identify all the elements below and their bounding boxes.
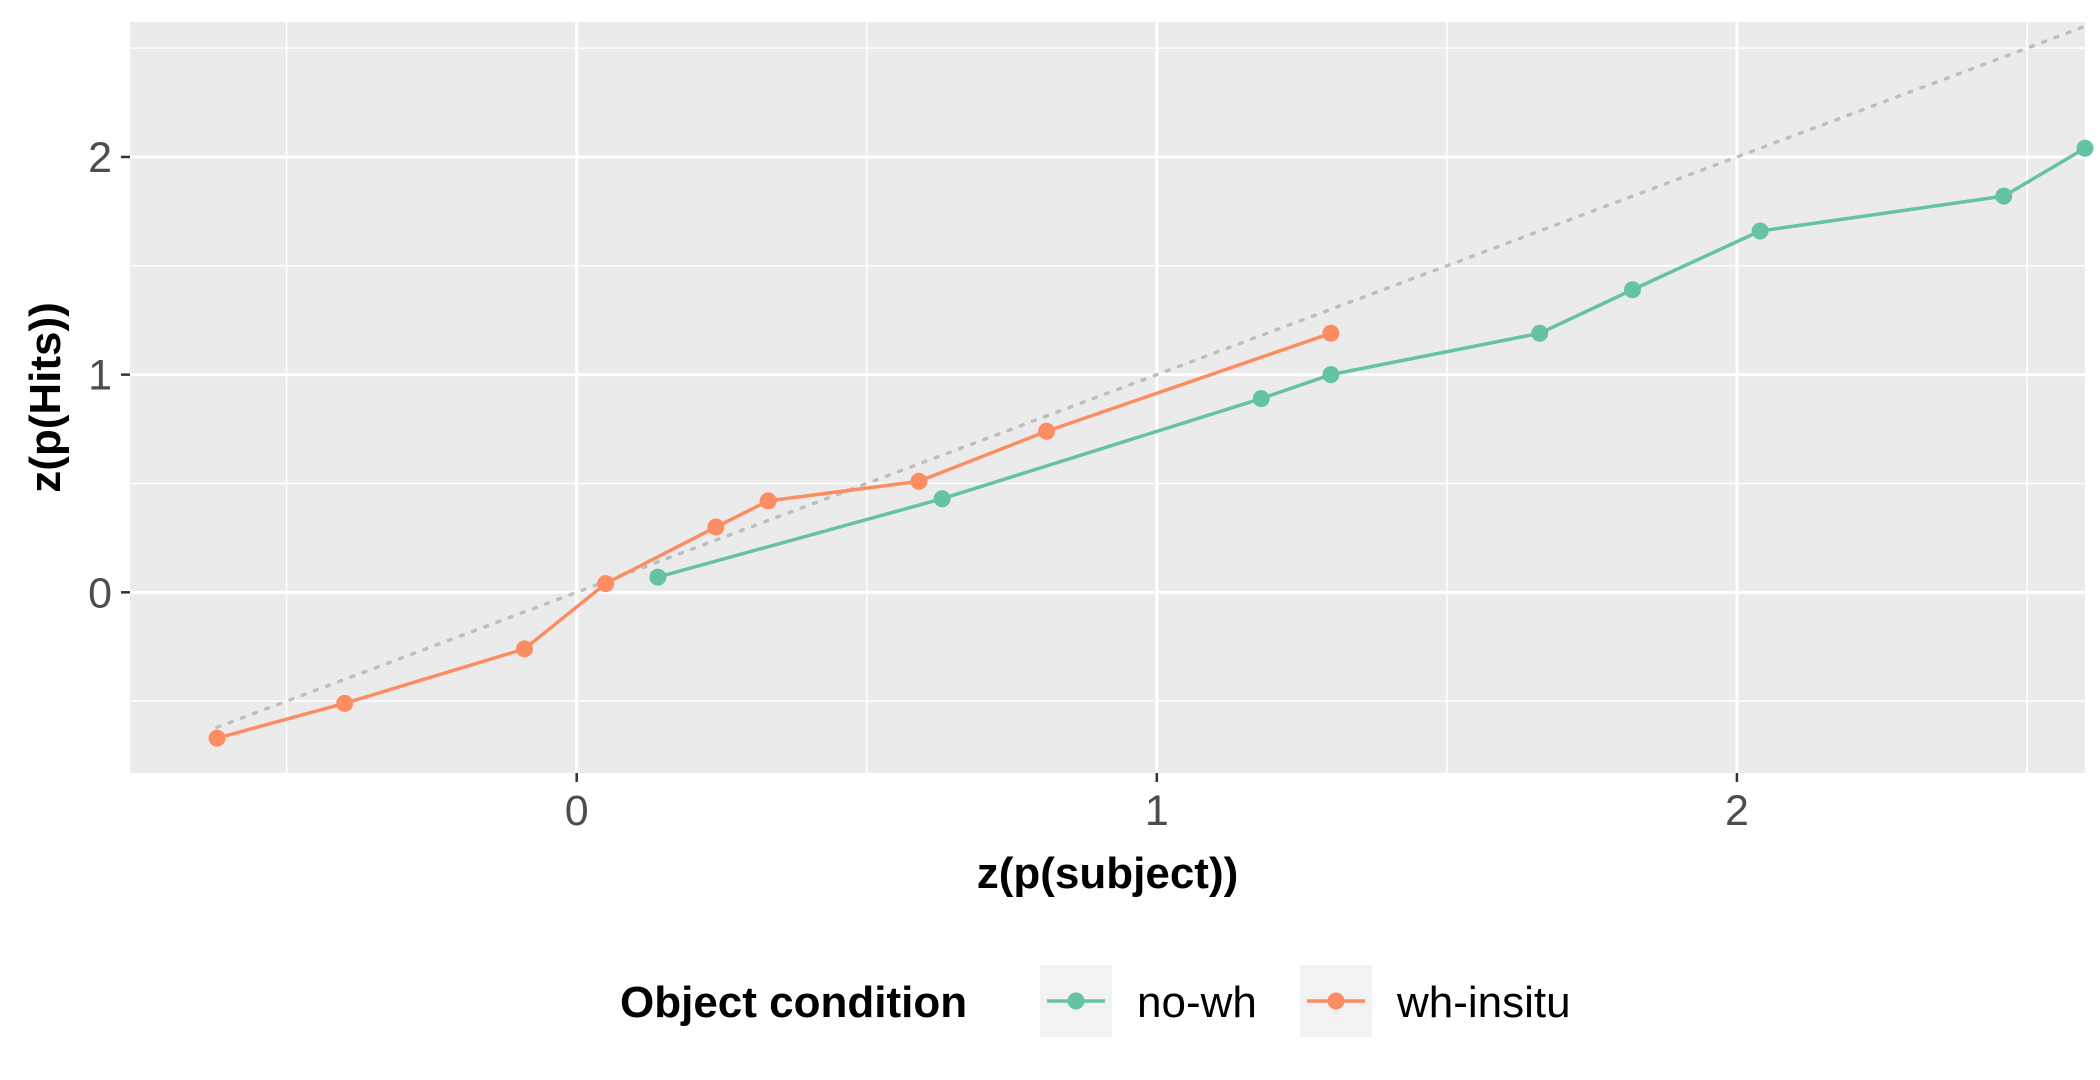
y-tick-label: 2 [88, 134, 112, 182]
data-point-wh-insitu [910, 472, 928, 490]
legend-item-no-wh: no-wh [1040, 965, 1257, 1037]
data-point-wh-insitu [336, 694, 354, 712]
legend-label-wh-insitu: wh-insitu [1396, 978, 1571, 1027]
data-point-no-wh [1252, 390, 1270, 408]
y-tick-label: 1 [88, 352, 112, 400]
y-axis-title: z(p(Hits)) [21, 302, 70, 493]
data-point-no-wh [649, 568, 667, 586]
legend: Object condition no-wh wh-insitu [620, 965, 1571, 1037]
data-point-no-wh [1751, 222, 1769, 240]
major-gridlines [130, 22, 2085, 773]
data-point-wh-insitu [515, 640, 533, 658]
x-tick-label: 2 [1725, 787, 1749, 835]
data-point-wh-insitu [597, 575, 615, 593]
data-point-wh-insitu [759, 492, 777, 510]
legend-label-no-wh: no-wh [1137, 978, 1257, 1027]
axis-ticks [121, 155, 1739, 782]
legend-items: no-wh wh-insitu [1040, 965, 1571, 1037]
legend-key-point [1067, 992, 1085, 1010]
data-point-no-wh [1624, 281, 1642, 299]
data-point-wh-insitu [1038, 422, 1056, 440]
x-tick-label: 0 [565, 787, 589, 835]
x-tick-label: 1 [1145, 787, 1169, 835]
data-point-wh-insitu [208, 729, 226, 747]
data-point-no-wh [2076, 139, 2094, 157]
data-point-no-wh [1531, 324, 1549, 342]
minor-gridlines [130, 22, 2085, 773]
data-point-no-wh [1995, 187, 2013, 205]
data-point-no-wh [933, 490, 951, 508]
tick-labels: 0 1 2 0 1 2 [88, 134, 1749, 835]
y-tick-label: 0 [88, 569, 112, 617]
data-point-wh-insitu [1322, 324, 1340, 342]
series-layer [208, 139, 2094, 747]
legend-item-wh-insitu: wh-insitu [1300, 965, 1571, 1037]
x-axis-title: z(p(subject)) [977, 849, 1239, 898]
series-no-wh [649, 139, 2094, 586]
legend-title: Object condition [620, 978, 967, 1027]
plot-panel [130, 22, 2085, 773]
data-point-no-wh [1322, 366, 1340, 384]
series-wh-insitu [208, 324, 1340, 747]
reference-diagonal-line [215, 24, 2087, 730]
data-point-wh-insitu [707, 518, 725, 536]
legend-key-point [1327, 992, 1345, 1010]
